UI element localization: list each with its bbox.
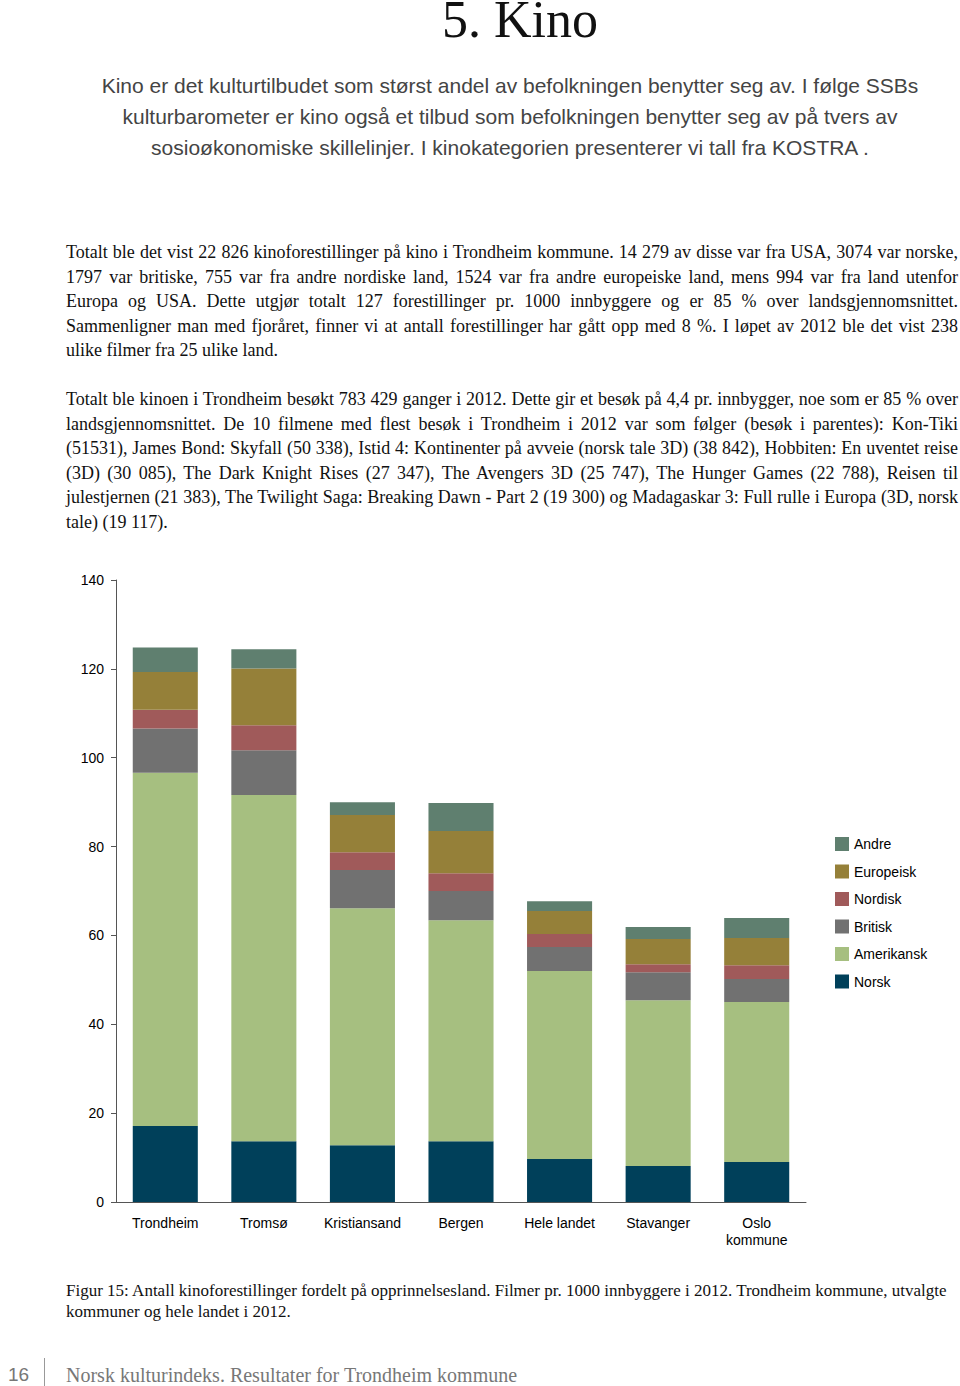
svg-text:Hele landet: Hele landet — [524, 1215, 595, 1231]
svg-text:Trondheim: Trondheim — [132, 1215, 198, 1231]
svg-text:60: 60 — [88, 927, 104, 943]
svg-text:Britisk: Britisk — [854, 919, 893, 935]
svg-text:Norsk: Norsk — [854, 974, 892, 990]
html-text:16: 16 — [8, 1364, 30, 1385]
svg-text:Stavanger: Stavanger — [626, 1215, 690, 1231]
html-text:Norsk kulturindeks. Resultater: Norsk kulturindeks. Resultater for Trond… — [66, 1364, 518, 1386]
html-text:Totalt ble det vist 22 826 kin: Totalt ble det vist 22 826 kinoforestill… — [66, 242, 958, 360]
svg-text:Amerikansk: Amerikansk — [854, 946, 928, 962]
svg-text:Nordisk: Nordisk — [854, 891, 902, 907]
svg-text:100: 100 — [81, 750, 105, 766]
html-text:Totalt ble kinoen i Trondheim: Totalt ble kinoen i Trondheim besøkt 783… — [66, 389, 958, 532]
svg-text:20: 20 — [88, 1105, 104, 1121]
svg-text:Andre: Andre — [854, 836, 892, 852]
svg-text:Tromsø: Tromsø — [240, 1215, 288, 1231]
svg-text:Kristiansand: Kristiansand — [324, 1215, 401, 1231]
svg-text:Europeisk: Europeisk — [854, 864, 917, 880]
svg-text:80: 80 — [88, 839, 104, 855]
svg-text:kommune: kommune — [726, 1232, 788, 1248]
svg-text:Bergen: Bergen — [438, 1215, 483, 1231]
svg-text:0: 0 — [96, 1194, 104, 1210]
svg-text:Oslo: Oslo — [742, 1215, 771, 1231]
svg-text:120: 120 — [81, 661, 105, 677]
svg-text:140: 140 — [81, 572, 105, 588]
html-text:Kino er det kulturtilbudet som: Kino er det kulturtilbudet som størst an… — [101, 74, 919, 159]
html-text:Figur 15: Antall kinoforestill: Figur 15: Antall kinoforestillinger ford… — [66, 1281, 947, 1321]
svg-text:40: 40 — [88, 1016, 104, 1032]
